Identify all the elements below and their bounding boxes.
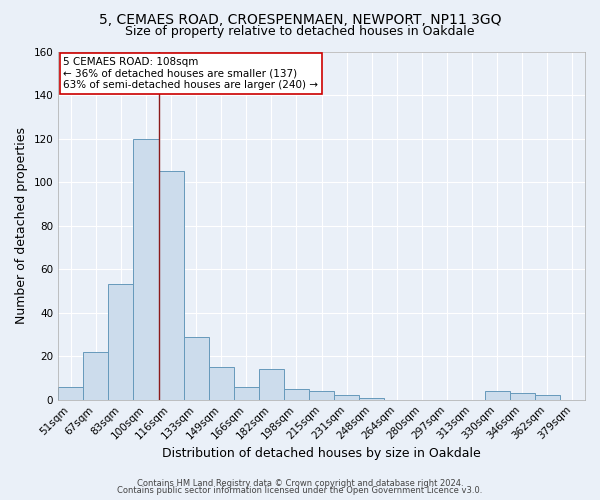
Bar bbox=[284, 389, 309, 400]
Bar bbox=[535, 396, 560, 400]
Text: Contains HM Land Registry data © Crown copyright and database right 2024.: Contains HM Land Registry data © Crown c… bbox=[137, 478, 463, 488]
Bar bbox=[234, 386, 259, 400]
Bar bbox=[109, 284, 133, 400]
Bar bbox=[309, 391, 334, 400]
Bar bbox=[259, 370, 284, 400]
Bar bbox=[485, 391, 510, 400]
Text: 5, CEMAES ROAD, CROESPENMAEN, NEWPORT, NP11 3GQ: 5, CEMAES ROAD, CROESPENMAEN, NEWPORT, N… bbox=[99, 12, 501, 26]
Bar bbox=[158, 171, 184, 400]
X-axis label: Distribution of detached houses by size in Oakdale: Distribution of detached houses by size … bbox=[162, 447, 481, 460]
Bar bbox=[83, 352, 109, 400]
Bar bbox=[510, 393, 535, 400]
Bar bbox=[334, 396, 359, 400]
Y-axis label: Number of detached properties: Number of detached properties bbox=[15, 127, 28, 324]
Text: 5 CEMAES ROAD: 108sqm
← 36% of detached houses are smaller (137)
63% of semi-det: 5 CEMAES ROAD: 108sqm ← 36% of detached … bbox=[64, 56, 319, 90]
Bar bbox=[133, 138, 158, 400]
Bar bbox=[184, 336, 209, 400]
Bar bbox=[209, 367, 234, 400]
Text: Size of property relative to detached houses in Oakdale: Size of property relative to detached ho… bbox=[125, 25, 475, 38]
Text: Contains public sector information licensed under the Open Government Licence v3: Contains public sector information licen… bbox=[118, 486, 482, 495]
Bar bbox=[359, 398, 385, 400]
Bar bbox=[58, 386, 83, 400]
